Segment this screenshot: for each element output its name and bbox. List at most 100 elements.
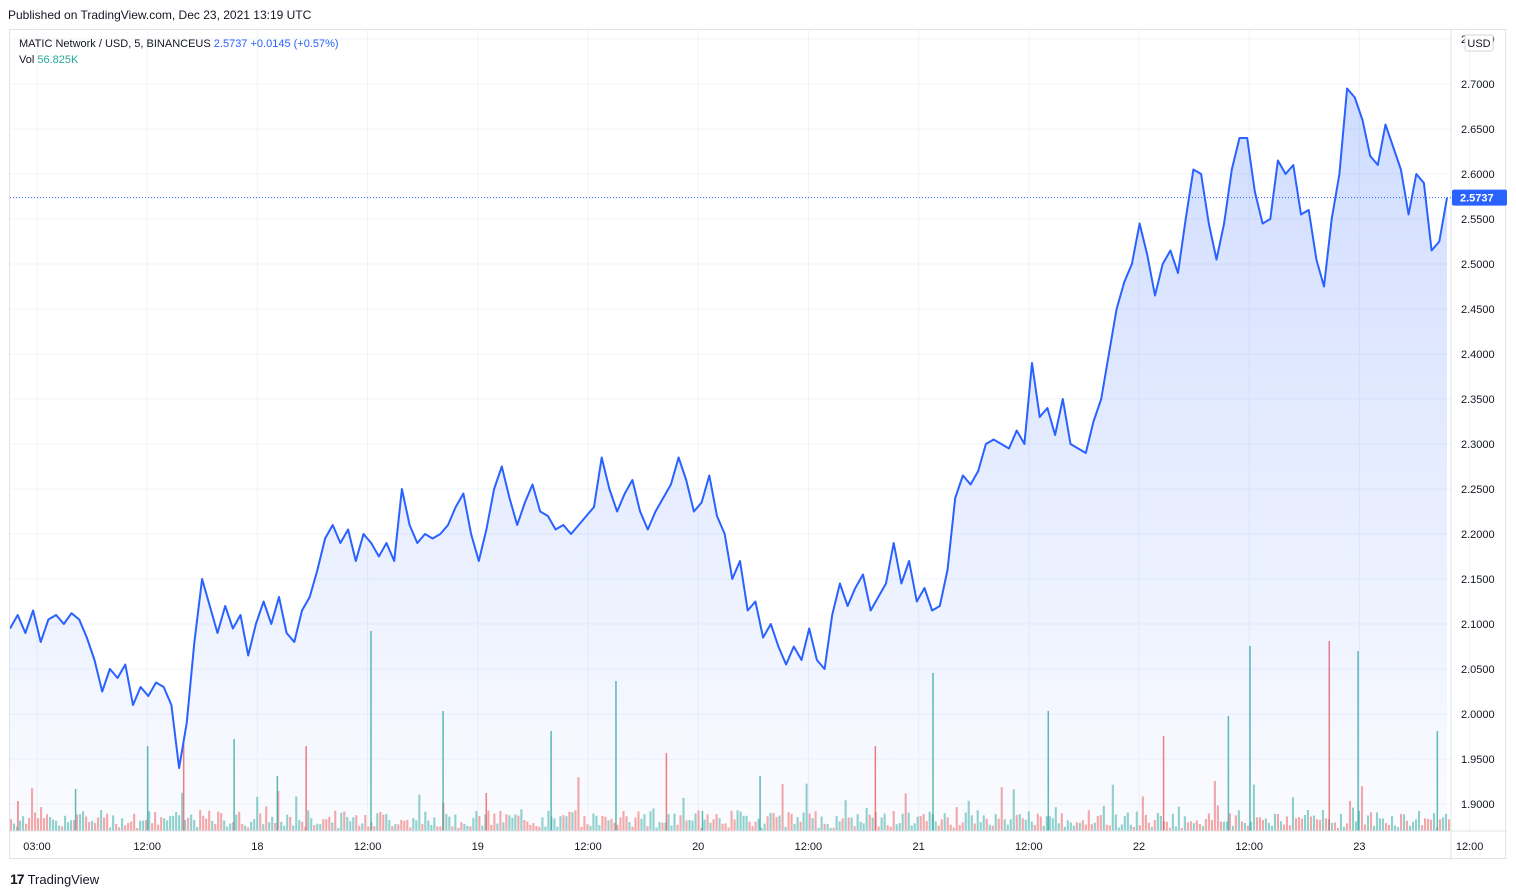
price-point	[463, 493, 465, 495]
price-point	[317, 569, 319, 571]
y-tick-label: 2.0000	[1461, 709, 1495, 721]
price-point	[931, 610, 933, 612]
price-point	[762, 637, 764, 639]
price-point	[1031, 362, 1033, 364]
price-point	[178, 767, 180, 769]
price-point	[1385, 124, 1387, 126]
y-tick-label: 1.9500	[1461, 754, 1495, 766]
price-point	[48, 619, 50, 621]
price-point	[1100, 398, 1102, 400]
price-point	[1047, 407, 1049, 409]
x-tick-label: 18	[251, 841, 263, 853]
volume-label[interactable]: Vol	[19, 54, 35, 66]
price-point	[1193, 169, 1195, 171]
price-point	[1439, 241, 1441, 243]
price-point	[1200, 173, 1202, 175]
last-price-tag: 2.5737	[1452, 189, 1507, 206]
price-point	[94, 659, 96, 661]
price-point	[1062, 398, 1064, 400]
price-point	[409, 524, 411, 526]
price-point	[1262, 223, 1264, 225]
price-point	[1369, 155, 1371, 157]
price-point	[247, 655, 249, 657]
price-point	[1339, 173, 1341, 175]
price-point	[532, 484, 534, 486]
price-point	[954, 497, 956, 499]
price-point	[294, 641, 296, 643]
tradingview-logo-icon: 17	[10, 871, 25, 887]
price-point	[716, 515, 718, 517]
price-point	[378, 556, 380, 558]
price-point	[1346, 88, 1348, 90]
price-point	[901, 583, 903, 585]
price-point	[1024, 443, 1026, 445]
symbol-name[interactable]: MATIC Network / USD, 5, BINANCEUS	[19, 38, 211, 50]
x-tick-label: 12:00	[1015, 841, 1043, 853]
price-point	[793, 646, 795, 648]
price-point	[924, 587, 926, 589]
y-tick-label: 2.2500	[1461, 484, 1495, 496]
price-point	[1423, 182, 1425, 184]
x-tick-label: 23	[1353, 841, 1365, 853]
price-point	[63, 623, 65, 625]
price-point	[1323, 286, 1325, 288]
price-point	[570, 533, 572, 535]
price-point	[78, 619, 80, 621]
currency-button[interactable]: USD	[1464, 34, 1494, 52]
price-point	[962, 475, 964, 477]
price-point	[309, 596, 311, 598]
volume-bar	[1447, 819, 1451, 831]
last-price-tag-bg	[1452, 189, 1507, 206]
price-point	[1085, 452, 1087, 454]
price-point	[1239, 137, 1241, 139]
chart-legend: MATIC Network / USD, 5, BINANCEUS 2.5737…	[19, 36, 339, 68]
price-point	[970, 484, 972, 486]
price-point	[586, 515, 588, 517]
price-point	[1124, 281, 1126, 283]
price-point	[1392, 146, 1394, 148]
price-point	[516, 524, 518, 526]
price-change: +0.0145	[250, 38, 291, 50]
price-chart[interactable]: 2.75002.70002.65002.60002.55002.50002.45…	[10, 30, 1507, 860]
price-point	[916, 601, 918, 603]
price-point	[40, 641, 42, 643]
price-point	[977, 470, 979, 472]
price-point	[578, 524, 580, 526]
currency-label: USD	[1467, 38, 1490, 50]
price-point	[340, 542, 342, 544]
price-point	[55, 614, 57, 616]
price-point	[1331, 218, 1333, 220]
price-point	[71, 612, 73, 614]
y-tick-label: 2.6000	[1461, 169, 1495, 181]
price-point	[132, 704, 134, 706]
y-tick-label: 2.1500	[1461, 574, 1495, 586]
price-point	[25, 632, 27, 634]
price-point	[163, 686, 165, 688]
x-tick-label: 12:00	[1456, 841, 1484, 853]
price-point	[1308, 209, 1310, 211]
price-point	[1254, 191, 1256, 193]
y-tick-label: 2.5500	[1461, 214, 1495, 226]
price-point	[555, 529, 557, 531]
price-point	[1001, 443, 1003, 445]
price-point	[455, 506, 457, 508]
brand[interactable]: 17 TradingView	[10, 871, 99, 887]
price-point	[286, 632, 288, 634]
chart-frame[interactable]: 2.75002.70002.65002.60002.55002.50002.45…	[9, 29, 1507, 860]
price-point	[125, 664, 127, 666]
price-point	[263, 601, 265, 603]
price-point	[109, 668, 111, 670]
price-point	[1170, 250, 1172, 252]
x-tick-label: 12:00	[574, 841, 602, 853]
price-point	[501, 466, 503, 468]
price-point	[470, 533, 472, 535]
x-tick-label: 19	[472, 841, 484, 853]
price-point	[662, 497, 664, 499]
price-point	[1162, 263, 1164, 265]
price-point	[862, 574, 864, 576]
price-point	[1354, 97, 1356, 99]
price-line	[10, 87, 1448, 769]
price-point	[1300, 214, 1302, 216]
price-point	[493, 488, 495, 490]
price-point	[1231, 169, 1233, 171]
